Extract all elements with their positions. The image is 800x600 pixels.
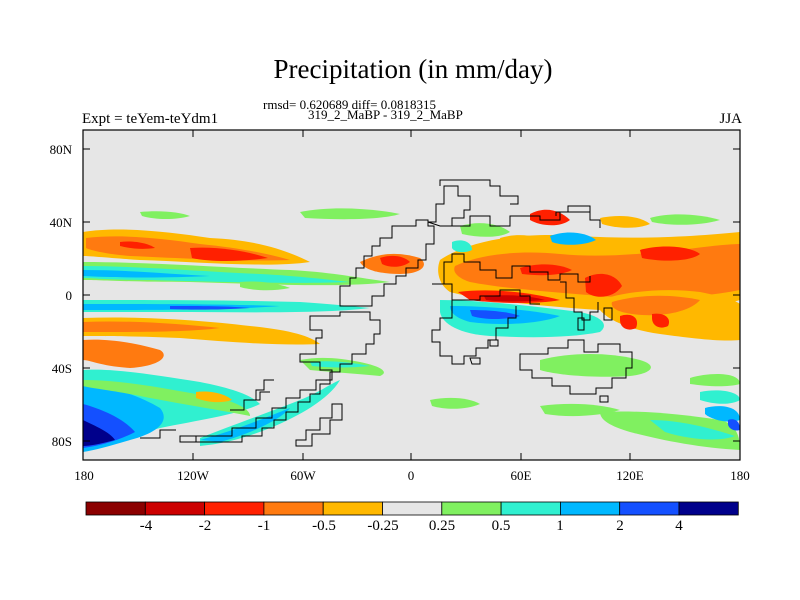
colorbar-label: -0.5 bbox=[312, 518, 336, 534]
colorbar-box bbox=[85, 501, 146, 516]
colorbar-label: 1 bbox=[556, 518, 564, 534]
lon-label-120e: 120E bbox=[616, 468, 644, 483]
lon-label-60w: 60W bbox=[290, 468, 316, 483]
lat-label-80s: 80S bbox=[51, 434, 72, 449]
colorbar-box bbox=[500, 501, 561, 516]
rmsd-diff-stats: rmsd= 0.620689 diff= 0.0818315 bbox=[263, 97, 436, 112]
colorbar-box bbox=[322, 501, 383, 516]
case-names: 319_2_MaBP - 319_2_MaBP bbox=[308, 107, 463, 122]
colorbar-label: -2 bbox=[198, 518, 212, 534]
lon-label-180e: 180 bbox=[730, 468, 750, 483]
lat-label-eq: 0 bbox=[65, 288, 73, 303]
colorbar-box bbox=[382, 501, 443, 516]
colorbar-box bbox=[204, 501, 265, 516]
lon-label-120w: 120W bbox=[177, 468, 209, 483]
colorbar-box bbox=[560, 501, 621, 516]
colorbar-label: -4 bbox=[139, 518, 153, 534]
season-label: JJA bbox=[719, 111, 742, 127]
colorbar-label: 4 bbox=[675, 518, 683, 534]
axis-ticks bbox=[83, 130, 740, 460]
colorbar-label: 2 bbox=[616, 518, 624, 534]
lon-label-180w: 180 bbox=[74, 468, 94, 483]
colorbar bbox=[85, 501, 739, 516]
colorbar-label: 0.25 bbox=[428, 518, 456, 534]
lat-label-80n: 80N bbox=[49, 142, 72, 157]
lon-label-60e: 60E bbox=[510, 468, 532, 483]
colorbar-box bbox=[619, 501, 680, 516]
lat-label-40s: 40S bbox=[51, 361, 72, 376]
coastlines bbox=[140, 179, 633, 447]
colorbar-box bbox=[263, 501, 324, 516]
colorbar-box bbox=[144, 501, 206, 516]
colorbar-label: -1 bbox=[257, 518, 271, 534]
colorbar-box bbox=[441, 501, 502, 516]
lon-label-0: 0 bbox=[407, 468, 415, 483]
colorbar-label: -0.25 bbox=[367, 518, 399, 534]
lat-label-40n: 40N bbox=[49, 215, 72, 230]
map-title: Precipitation (in mm/day) bbox=[273, 54, 553, 84]
colorbar-label: 0.5 bbox=[491, 518, 511, 534]
contour-field bbox=[83, 130, 740, 460]
colorbar-box bbox=[678, 501, 739, 516]
experiment-label: Expt = teYem-teYdm1 bbox=[82, 111, 219, 127]
